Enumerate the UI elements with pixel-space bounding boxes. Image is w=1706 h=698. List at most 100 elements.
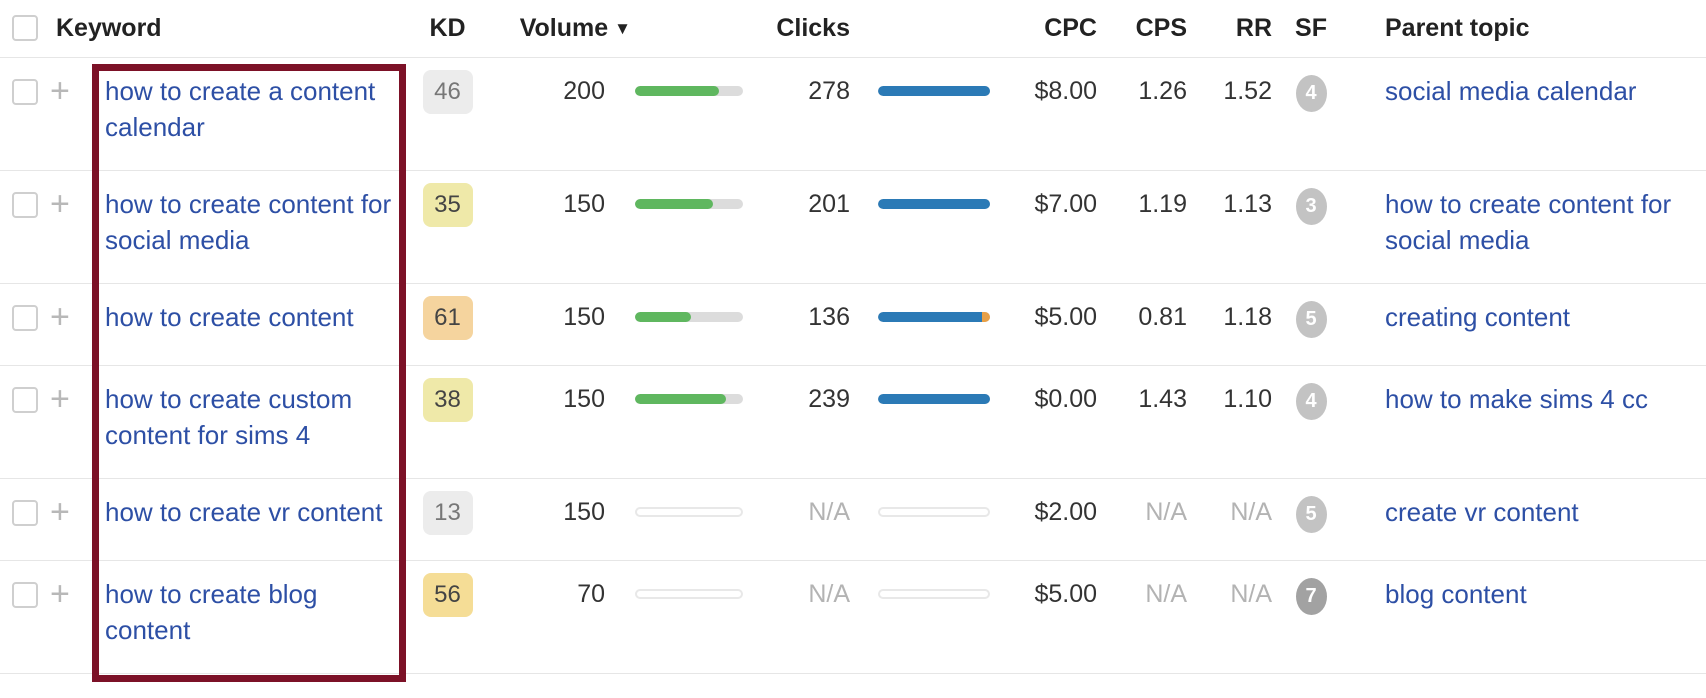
table-row: + how to create vr content 13 150 N/A $2… bbox=[0, 479, 1706, 561]
volume-bar bbox=[635, 589, 743, 599]
row-checkbox[interactable] bbox=[12, 582, 38, 608]
row-checkbox[interactable] bbox=[12, 305, 38, 331]
table-body: + how to create a content calendar 46 20… bbox=[0, 58, 1706, 674]
cps-value: 1.43 bbox=[1138, 385, 1187, 413]
volume-bar-fill bbox=[635, 312, 692, 322]
parent-topic-link[interactable]: social media calendar bbox=[1385, 76, 1637, 106]
volume-bar bbox=[635, 507, 743, 517]
keyword-link[interactable]: how to create blog content bbox=[105, 579, 318, 645]
sf-badge: 7 bbox=[1295, 578, 1327, 615]
volume-value: 150 bbox=[563, 303, 605, 331]
parent-topic-link[interactable]: blog content bbox=[1385, 579, 1527, 609]
column-header-rr[interactable]: RR bbox=[1235, 14, 1272, 42]
clicks-bar bbox=[878, 312, 990, 322]
keyword-link[interactable]: how to create content for social media bbox=[105, 189, 392, 255]
column-header-volume[interactable]: Volume ▼ bbox=[485, 14, 631, 43]
table-header: Keyword KD Volume ▼ Clicks CPC CPS RR SF … bbox=[0, 0, 1706, 58]
volume-value: 150 bbox=[563, 498, 605, 526]
add-keyword-icon[interactable]: + bbox=[50, 575, 70, 613]
column-header-sf[interactable]: SF bbox=[1295, 14, 1327, 42]
sf-badge: 4 bbox=[1295, 383, 1327, 420]
kd-badge: 35 bbox=[422, 183, 473, 227]
kd-badge: 56 bbox=[422, 573, 473, 617]
cps-value: 1.26 bbox=[1138, 77, 1187, 105]
row-checkbox[interactable] bbox=[12, 192, 38, 218]
clicks-bar-overflow-fill bbox=[982, 312, 990, 322]
table-row: + how to create a content calendar 46 20… bbox=[0, 58, 1706, 171]
table-row: + how to create content 61 150 136 $5.00… bbox=[0, 284, 1706, 366]
volume-value: 150 bbox=[563, 190, 605, 218]
cpc-value: $2.00 bbox=[1034, 498, 1097, 526]
table-row: + how to create content for social media… bbox=[0, 171, 1706, 284]
parent-topic-link[interactable]: how to make sims 4 cc bbox=[1385, 384, 1648, 414]
parent-topic-link[interactable]: how to create content for social media bbox=[1385, 189, 1672, 255]
sort-desc-icon: ▼ bbox=[614, 19, 631, 38]
column-header-clicks[interactable]: Clicks bbox=[776, 14, 850, 42]
add-keyword-icon[interactable]: + bbox=[50, 185, 70, 223]
rr-value: N/A bbox=[1230, 498, 1272, 526]
clicks-bar-fill bbox=[878, 86, 990, 96]
table-row: + how to create blog content 56 70 N/A $… bbox=[0, 561, 1706, 674]
keyword-link[interactable]: how to create content bbox=[105, 302, 354, 332]
parent-topic-link[interactable]: create vr content bbox=[1385, 497, 1579, 527]
rr-value: 1.10 bbox=[1223, 385, 1272, 413]
volume-value: 200 bbox=[563, 77, 605, 105]
clicks-value: N/A bbox=[808, 498, 850, 526]
sf-badge: 4 bbox=[1295, 75, 1327, 112]
rr-value: 1.18 bbox=[1223, 303, 1272, 331]
add-keyword-icon[interactable]: + bbox=[50, 380, 70, 418]
clicks-value: N/A bbox=[808, 580, 850, 608]
volume-value: 70 bbox=[577, 580, 605, 608]
add-keyword-icon[interactable]: + bbox=[50, 72, 70, 110]
keyword-link[interactable]: how to create custom content for sims 4 bbox=[105, 384, 353, 450]
column-header-kd[interactable]: KD bbox=[429, 14, 466, 42]
cps-value: N/A bbox=[1145, 580, 1187, 608]
column-header-parent-topic[interactable]: Parent topic bbox=[1385, 14, 1530, 42]
table-row: + how to create custom content for sims … bbox=[0, 366, 1706, 479]
cps-value: 0.81 bbox=[1138, 303, 1187, 331]
volume-bar bbox=[635, 86, 743, 96]
volume-bar bbox=[635, 394, 743, 404]
volume-bar-fill bbox=[635, 199, 713, 209]
clicks-value: 239 bbox=[808, 385, 850, 413]
clicks-bar bbox=[878, 507, 990, 517]
clicks-bar bbox=[878, 199, 990, 209]
volume-bar-fill bbox=[635, 86, 720, 96]
cpc-value: $8.00 bbox=[1034, 77, 1097, 105]
select-all-checkbox[interactable] bbox=[12, 14, 38, 41]
row-checkbox[interactable] bbox=[12, 387, 38, 413]
sf-badge: 5 bbox=[1295, 301, 1327, 338]
kd-badge: 61 bbox=[422, 296, 473, 340]
kd-badge: 13 bbox=[422, 491, 473, 535]
volume-bar bbox=[635, 199, 743, 209]
keyword-link[interactable]: how to create vr content bbox=[105, 497, 383, 527]
clicks-value: 136 bbox=[808, 303, 850, 331]
cpc-value: $7.00 bbox=[1034, 190, 1097, 218]
clicks-bar bbox=[878, 394, 990, 404]
cps-value: 1.19 bbox=[1138, 190, 1187, 218]
keyword-link[interactable]: how to create a content calendar bbox=[105, 76, 376, 142]
add-keyword-icon[interactable]: + bbox=[50, 493, 70, 531]
clicks-value: 201 bbox=[808, 190, 850, 218]
column-header-volume-label: Volume bbox=[519, 14, 609, 42]
row-checkbox[interactable] bbox=[12, 79, 38, 105]
column-header-cps[interactable]: CPS bbox=[1135, 14, 1187, 42]
rr-value: 1.52 bbox=[1223, 77, 1272, 105]
kd-badge: 38 bbox=[422, 378, 473, 422]
cpc-value: $5.00 bbox=[1034, 580, 1097, 608]
cpc-value: $5.00 bbox=[1034, 303, 1097, 331]
clicks-bar bbox=[878, 589, 990, 599]
column-header-keyword[interactable]: Keyword bbox=[56, 14, 162, 42]
parent-topic-link[interactable]: creating content bbox=[1385, 302, 1571, 332]
volume-bar-fill bbox=[635, 394, 726, 404]
rr-value: 1.13 bbox=[1223, 190, 1272, 218]
add-keyword-icon[interactable]: + bbox=[50, 298, 70, 336]
row-checkbox[interactable] bbox=[12, 500, 38, 526]
cps-value: N/A bbox=[1145, 498, 1187, 526]
cpc-value: $0.00 bbox=[1034, 385, 1097, 413]
column-header-cpc[interactable]: CPC bbox=[1044, 14, 1097, 42]
clicks-bar-fill bbox=[878, 312, 983, 322]
volume-bar bbox=[635, 312, 743, 322]
clicks-value: 278 bbox=[808, 77, 850, 105]
